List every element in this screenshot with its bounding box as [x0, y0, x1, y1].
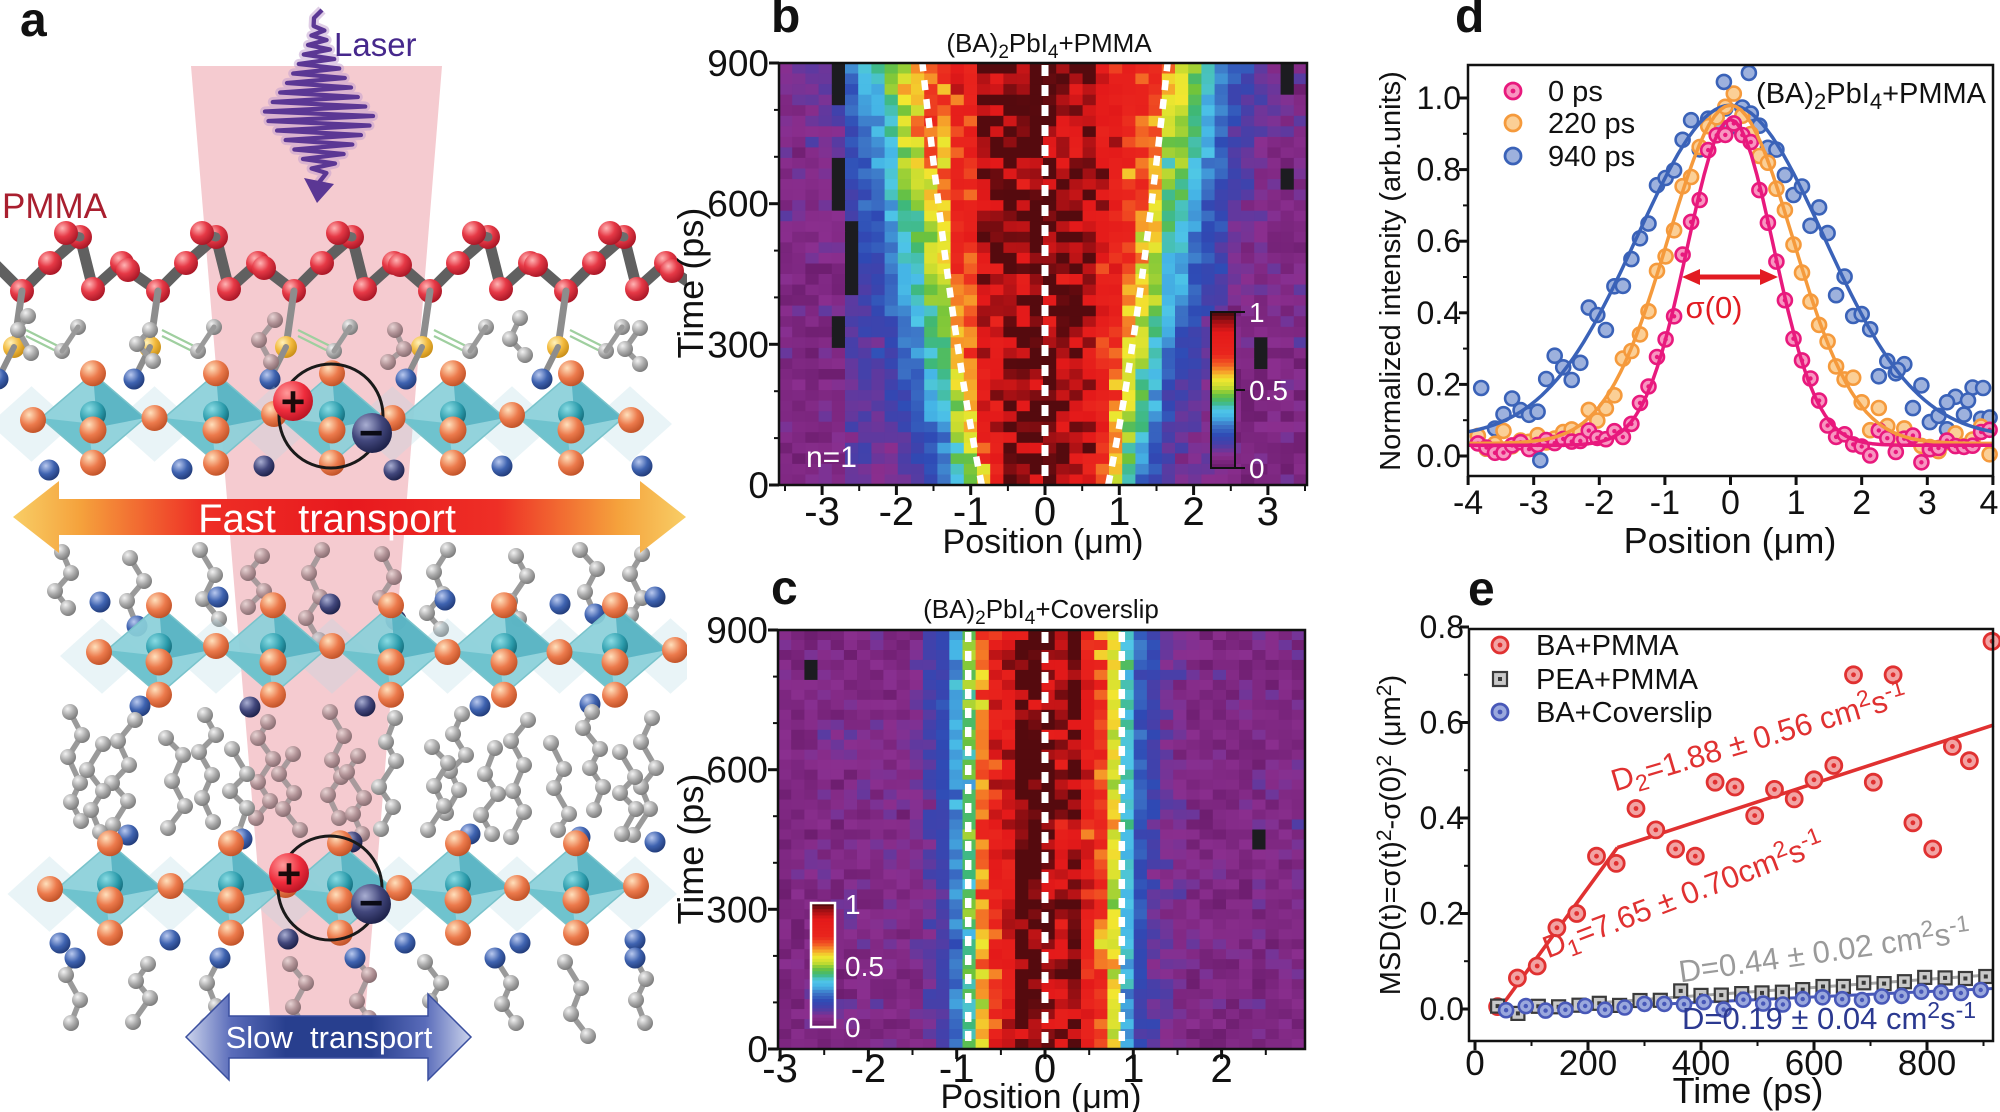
svg-text:Position (μm): Position (μm)	[943, 523, 1144, 561]
svg-text:-2: -2	[879, 490, 915, 534]
svg-text:2: 2	[1210, 1047, 1232, 1091]
svg-text:D=0.19 ± 0.04 cm2s-1: D=0.19 ± 0.04 cm2s-1	[1682, 997, 1976, 1036]
svg-text:0: 0	[748, 465, 769, 506]
svg-text:(BA)2PbI4+Coverslip: (BA)2PbI4+Coverslip	[923, 594, 1159, 629]
svg-text:0.8: 0.8	[1417, 152, 1461, 188]
svg-text:n=1: n=1	[806, 441, 857, 474]
svg-text:0 ps: 0 ps	[1548, 76, 1603, 108]
svg-text:940 ps: 940 ps	[1548, 141, 1635, 173]
svg-text:1.0: 1.0	[1417, 80, 1461, 116]
svg-text:2: 2	[1182, 490, 1204, 534]
svg-text:Time (ps): Time (ps)	[670, 208, 711, 359]
svg-text:800: 800	[1898, 1044, 1956, 1083]
svg-text:-3: -3	[1519, 484, 1549, 522]
svg-text:4: 4	[1979, 484, 1998, 522]
svg-text:0: 0	[1721, 484, 1740, 522]
svg-text:0.0: 0.0	[1420, 991, 1464, 1027]
svg-text:Time (ps): Time (ps)	[1673, 1070, 1824, 1111]
svg-text:BA+Coverslip: BA+Coverslip	[1536, 697, 1713, 729]
svg-text:900: 900	[706, 610, 768, 651]
svg-text:0.8: 0.8	[1420, 609, 1464, 645]
svg-text:Normalized intensity (arb.unit: Normalized intensity (arb.units)	[1375, 71, 1407, 471]
svg-text:0: 0	[1249, 453, 1265, 484]
svg-text:200: 200	[1559, 1044, 1617, 1083]
svg-text:-1: -1	[939, 1047, 975, 1091]
svg-text:1: 1	[845, 889, 861, 920]
svg-text:Time (ps): Time (ps)	[670, 774, 711, 925]
svg-text:1: 1	[1108, 490, 1130, 534]
svg-text:0.2: 0.2	[1420, 896, 1464, 932]
svg-text:0.4: 0.4	[1420, 800, 1464, 836]
svg-text:Position (μm): Position (μm)	[1624, 520, 1837, 561]
svg-text:0: 0	[1034, 1047, 1056, 1091]
svg-text:-3: -3	[804, 490, 840, 534]
svg-text:600: 600	[1785, 1044, 1843, 1083]
svg-text:BA+PMMA: BA+PMMA	[1536, 630, 1679, 662]
svg-text:2: 2	[1852, 484, 1871, 522]
svg-text:+: +	[281, 378, 306, 425]
svg-text:0.5: 0.5	[1249, 375, 1288, 406]
svg-text:0.4: 0.4	[1417, 295, 1461, 331]
svg-text:-1: -1	[1650, 484, 1680, 522]
svg-text:220 ps: 220 ps	[1548, 108, 1635, 140]
svg-text:σ(0): σ(0)	[1685, 290, 1742, 325]
svg-text:0.6: 0.6	[1417, 223, 1461, 259]
svg-text:PMMA: PMMA	[2, 187, 108, 226]
svg-text:d: d	[1455, 0, 1484, 43]
svg-text:0.6: 0.6	[1420, 705, 1464, 741]
svg-text:3: 3	[1257, 490, 1279, 534]
svg-text:400: 400	[1672, 1044, 1730, 1083]
svg-text:a: a	[20, 0, 47, 47]
svg-text:300: 300	[707, 324, 769, 365]
svg-text:Position (μm): Position (μm)	[941, 1078, 1142, 1112]
svg-text:(BA)2PbI4+PMMA: (BA)2PbI4+PMMA	[1756, 78, 1987, 114]
svg-text:0: 0	[845, 1012, 861, 1043]
svg-text:1: 1	[1787, 484, 1806, 522]
svg-text:−: −	[359, 409, 384, 456]
svg-text:-1: -1	[953, 490, 989, 534]
svg-text:0: 0	[1465, 1044, 1484, 1083]
svg-text:Fast transport: Fast transport	[198, 497, 456, 541]
svg-text:PEA+PMMA: PEA+PMMA	[1536, 664, 1699, 696]
svg-text:1: 1	[1122, 1047, 1144, 1091]
svg-text:0.0: 0.0	[1417, 438, 1461, 474]
svg-text:-4: -4	[1453, 484, 1483, 522]
svg-text:e: e	[1468, 563, 1495, 616]
svg-text:−: −	[359, 879, 384, 926]
svg-text:-2: -2	[851, 1047, 887, 1091]
svg-text:+: +	[277, 850, 302, 897]
svg-text:0: 0	[1034, 490, 1056, 534]
svg-text:0.5: 0.5	[845, 951, 884, 982]
svg-text:900: 900	[707, 43, 769, 84]
svg-text:-2: -2	[1584, 484, 1614, 522]
svg-text:Laser: Laser	[334, 26, 417, 63]
svg-text:300: 300	[706, 889, 768, 930]
svg-text:0.2: 0.2	[1417, 366, 1461, 402]
svg-text:b: b	[771, 0, 800, 43]
svg-text:0: 0	[747, 1029, 768, 1070]
svg-text:-3: -3	[762, 1047, 798, 1091]
svg-text:1: 1	[1249, 297, 1265, 328]
svg-text:c: c	[771, 562, 798, 615]
svg-text:600: 600	[707, 184, 769, 225]
svg-text:3: 3	[1918, 484, 1937, 522]
svg-text:Slow transport: Slow transport	[226, 1020, 433, 1055]
svg-text:600: 600	[706, 750, 768, 791]
